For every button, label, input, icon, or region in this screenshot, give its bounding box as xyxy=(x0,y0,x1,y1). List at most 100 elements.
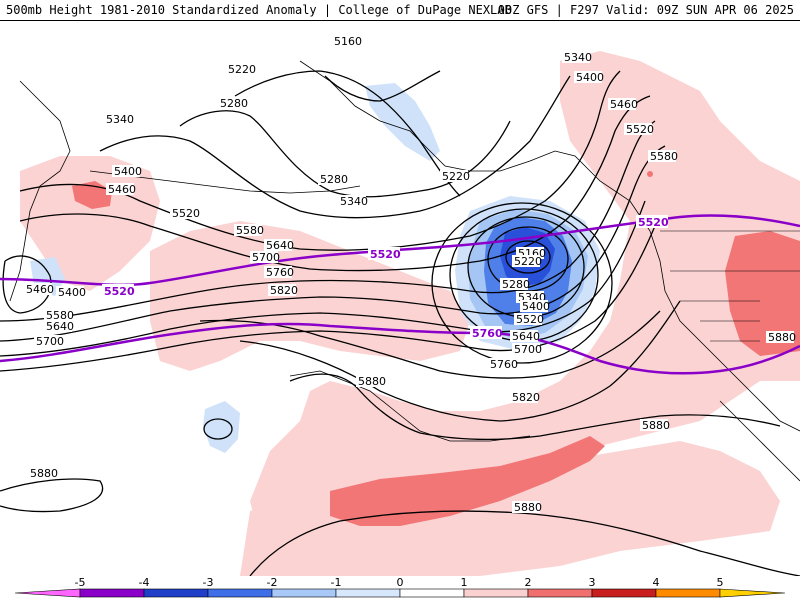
contour-5340 xyxy=(99,75,571,219)
label-5520-a: 5520 xyxy=(172,207,200,220)
label-5280-c: 5280 xyxy=(502,278,530,291)
label-5580-a: 5580 xyxy=(236,224,264,237)
label-5700-b: 5700 xyxy=(514,343,542,356)
small-low-southwest xyxy=(203,418,233,440)
climo-labels: 5520 5520 5520 5760 xyxy=(102,215,669,340)
contour-5400 xyxy=(19,70,621,251)
climo-label-5520-b: 5520 xyxy=(104,285,135,298)
alaska-coast xyxy=(299,60,800,432)
label-5220-c: 5220 xyxy=(514,255,542,268)
colorbar-tick-8: 3 xyxy=(589,576,596,589)
label-5460-a: 5460 xyxy=(108,183,136,196)
low-center-ring-5 xyxy=(431,202,613,364)
contour-5700 xyxy=(0,225,656,372)
height-contours xyxy=(0,70,800,576)
label-5640-c: 5640 xyxy=(46,320,74,333)
label-5640-b: 5640 xyxy=(512,330,540,343)
colorbar-tick-labels: -5 -4 -3 -2 -1 0 1 2 3 4 5 xyxy=(75,576,724,589)
positive-anomaly-south xyxy=(240,441,780,576)
label-5580-b: 5580 xyxy=(650,150,678,163)
climo-5520-line xyxy=(0,214,800,287)
colorbar-tick-0: -5 xyxy=(75,576,86,589)
label-5400-b: 5400 xyxy=(576,71,604,84)
us-border xyxy=(660,230,800,342)
small-low-west xyxy=(2,255,52,314)
baja-coast xyxy=(719,400,800,482)
colorbar-segment-2 xyxy=(143,588,209,598)
colorbar-segment-8 xyxy=(527,588,593,598)
label-5400-a: 5400 xyxy=(114,165,142,178)
anomaly-shading xyxy=(20,51,800,576)
marker-dot xyxy=(647,171,653,177)
colorbar-tick-5: 0 xyxy=(397,576,404,589)
label-5640-a: 5640 xyxy=(266,239,294,252)
label-5880-b: 5880 xyxy=(642,419,670,432)
colorbar-tick-2: -3 xyxy=(203,576,214,589)
colorbar-segment-11 xyxy=(719,588,786,598)
colorbar-segment-6 xyxy=(399,588,465,598)
colorbar-fill xyxy=(14,588,786,598)
anomaly-map: 5160 5220 5280 5340 5400 5460 5520 5580 … xyxy=(0,35,800,576)
label-5460-c: 5460 xyxy=(26,283,54,296)
label-5400-d: 5400 xyxy=(58,286,86,299)
label-5340-c: 5340 xyxy=(564,51,592,64)
colorbar-segment-4 xyxy=(271,588,337,598)
colorbar-segment-3 xyxy=(207,588,273,598)
label-5820-a: 5820 xyxy=(270,284,298,297)
contour-5820 xyxy=(239,300,681,422)
contour-5640 xyxy=(0,200,646,357)
climo-label-5520-c: 5520 xyxy=(638,216,669,229)
label-5400-c: 5400 xyxy=(522,300,550,313)
contour-5880-west xyxy=(0,478,104,513)
colorbar-segment-9 xyxy=(591,588,657,598)
low-center-ring-1 xyxy=(505,240,551,274)
label-5580-c: 5580 xyxy=(46,309,74,322)
climo-5760-line xyxy=(0,322,800,375)
label-5880-c: 5880 xyxy=(514,501,542,514)
contour-5760 xyxy=(199,310,661,379)
strong-positive-anomaly-south xyxy=(330,436,605,526)
label-5220-b: 5220 xyxy=(442,170,470,183)
label-5520-b: 5520 xyxy=(626,123,654,136)
label-5340-b: 5340 xyxy=(340,195,368,208)
climatology-lines xyxy=(0,214,800,375)
negative-anomaly-north xyxy=(365,83,440,161)
contour-5880-central xyxy=(289,373,781,441)
label-5340-a: 5340 xyxy=(106,113,134,126)
label-5760-b: 5760 xyxy=(490,358,518,371)
label-5520-c: 5520 xyxy=(516,313,544,326)
contour-5520 xyxy=(0,120,656,322)
label-5700-c: 5700 xyxy=(36,335,64,348)
label-5880-a: 5880 xyxy=(358,375,386,388)
colorbar-segment-0 xyxy=(14,588,81,598)
positive-anomaly-central xyxy=(150,221,470,371)
colorbar-segment-5 xyxy=(335,588,401,598)
contour-5460 xyxy=(19,95,651,272)
label-5220-a: 5220 xyxy=(228,63,256,76)
label-5280-a: 5280 xyxy=(220,97,248,110)
label-5820-b: 5820 xyxy=(512,391,540,404)
colorbar-segment-7 xyxy=(463,588,529,598)
map-header: 500mb Height 1981-2010 Standardized Anom… xyxy=(0,0,800,21)
label-5460-b: 5460 xyxy=(610,98,638,111)
map-title: 500mb Height 1981-2010 Standardized Anom… xyxy=(6,3,512,17)
colorbar-tick-9: 4 xyxy=(653,576,660,589)
colorbar-tick-3: -2 xyxy=(267,576,278,589)
negative-anomaly-southwest xyxy=(203,401,240,453)
positive-anomaly-east xyxy=(250,51,800,541)
contour-5580 xyxy=(0,145,666,342)
climo-label-5760: 5760 xyxy=(472,327,503,340)
contour-5160 xyxy=(324,70,441,102)
colorbar: -5 -4 -3 -2 -1 0 1 2 3 4 5 xyxy=(14,576,786,598)
strong-positive-anomaly-east xyxy=(725,231,800,356)
label-5760-a: 5760 xyxy=(266,266,294,279)
colorbar-tick-4: -1 xyxy=(331,576,342,589)
label-5160-a: 5160 xyxy=(334,35,362,48)
label-5280-b: 5280 xyxy=(320,173,348,186)
label-5880-e: 5880 xyxy=(768,331,796,344)
colorbar-tick-10: 5 xyxy=(717,576,724,589)
colorbar-tick-7: 2 xyxy=(525,576,532,589)
climo-label-5520-a: 5520 xyxy=(370,248,401,261)
run-info: 00Z GFS | F297 Valid: 09Z SUN APR 06 202… xyxy=(497,3,794,17)
label-5700-a: 5700 xyxy=(252,251,280,264)
